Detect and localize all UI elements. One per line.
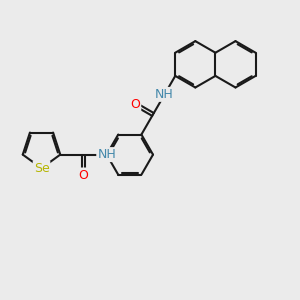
Text: O: O <box>130 98 140 111</box>
Text: NH: NH <box>97 148 116 161</box>
Text: Se: Se <box>34 162 50 175</box>
Text: NH: NH <box>155 88 174 101</box>
Text: O: O <box>79 169 88 182</box>
